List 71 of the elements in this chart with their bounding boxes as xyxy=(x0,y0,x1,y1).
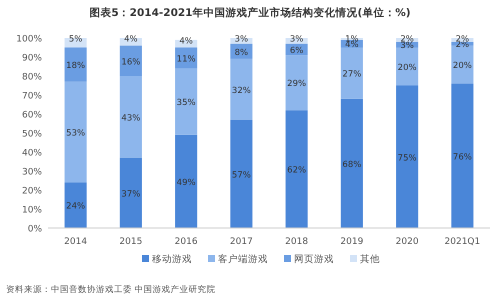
data-label: 49% xyxy=(176,178,196,188)
data-label: 4% xyxy=(124,34,138,44)
x-tick-label: 2019 xyxy=(340,237,364,247)
text: 资料来源：中国音数协游戏工委 中国游戏产业研究院 xyxy=(6,284,216,295)
data-label: 76% xyxy=(452,152,472,162)
data-label: 75% xyxy=(398,153,417,164)
bar xyxy=(175,68,198,135)
data-label: 35% xyxy=(176,98,196,108)
y-tick-label: 70% xyxy=(22,92,42,102)
bar xyxy=(340,98,363,228)
x-tick-label: 2014 xyxy=(64,237,88,247)
legend-label: 客户端游戏 xyxy=(218,253,268,265)
y-tick-label: 30% xyxy=(22,168,42,178)
y-tick-label: 0% xyxy=(28,224,42,234)
bar xyxy=(451,46,474,84)
bar xyxy=(451,84,474,228)
data-label: 6% xyxy=(290,46,304,56)
bar xyxy=(120,76,142,158)
data-label: 20% xyxy=(398,63,417,73)
data-label: 20% xyxy=(452,61,472,72)
bar xyxy=(120,46,142,76)
bar xyxy=(64,182,87,228)
legend-label: 其他 xyxy=(360,253,380,265)
data-label: 11% xyxy=(176,54,196,64)
y-tick-label: 60% xyxy=(22,110,42,120)
data-label: 18% xyxy=(66,61,86,72)
data-label: 53% xyxy=(66,128,86,139)
data-label: 3% xyxy=(234,34,248,44)
y-tick-label: 100% xyxy=(16,34,42,44)
legend-label: 移动游戏 xyxy=(152,253,192,265)
bar xyxy=(340,48,363,99)
data-label: 16% xyxy=(121,57,140,68)
x-tick-label: 2018 xyxy=(285,237,308,247)
data-label: 27% xyxy=(342,70,362,80)
bar xyxy=(396,86,418,228)
data-label: 32% xyxy=(232,86,251,96)
y-tick-label: 10% xyxy=(22,206,42,216)
chart-title: 图表5：2014-2021年中国游戏产业市场结构变化情况(单位：%) xyxy=(89,6,411,19)
data-label: 37% xyxy=(121,189,140,200)
data-label: 4% xyxy=(179,36,193,46)
bar xyxy=(396,48,418,86)
data-label: 8% xyxy=(234,48,248,58)
x-tick-label: 2017 xyxy=(230,237,253,247)
data-label: 57% xyxy=(232,170,251,180)
y-tick-label: 50% xyxy=(22,130,42,140)
bar xyxy=(286,55,308,110)
x-tick-label: 2020 xyxy=(396,237,419,247)
data-label: 62% xyxy=(287,166,306,176)
data-label: 29% xyxy=(287,79,306,90)
data-label: 3% xyxy=(290,34,304,44)
y-tick-label: 20% xyxy=(22,186,42,196)
bar xyxy=(230,120,252,228)
y-tick-label: 90% xyxy=(22,54,42,64)
data-label: 4% xyxy=(345,40,359,50)
y-tick-label: 40% xyxy=(22,148,42,158)
bar xyxy=(64,82,87,182)
bar xyxy=(175,134,198,228)
bar xyxy=(230,58,252,120)
x-tick-label: 2015 xyxy=(119,237,142,247)
data-label: 24% xyxy=(66,202,86,212)
x-tick-label: 2021Q1 xyxy=(444,237,480,247)
bar xyxy=(286,110,308,228)
bar xyxy=(120,158,142,228)
x-tick-label: 2016 xyxy=(174,237,198,247)
data-label: 3% xyxy=(400,41,414,52)
data-label: 43% xyxy=(121,113,140,124)
legend-label: 网页游戏 xyxy=(294,253,334,265)
data-label: 5% xyxy=(68,34,82,44)
bar xyxy=(64,48,87,82)
data-label: 68% xyxy=(342,160,362,170)
y-tick-label: 80% xyxy=(22,72,42,82)
